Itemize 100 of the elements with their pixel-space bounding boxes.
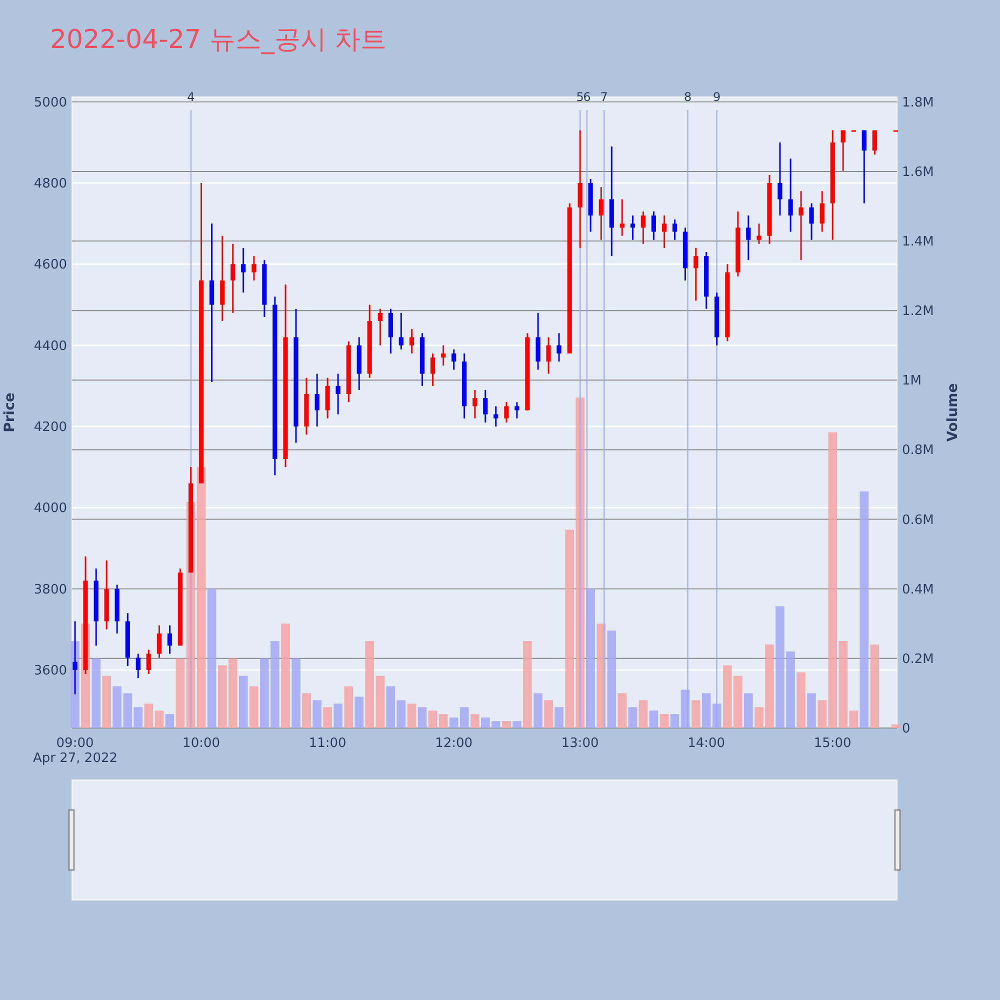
y-tick-label: 3600: [34, 663, 67, 678]
bar: [649, 710, 658, 728]
bar: [354, 696, 364, 728]
y2-tick-label: 0.6M: [902, 512, 934, 528]
bar: [702, 693, 711, 728]
candlestick: [230, 243, 236, 314]
bar: [534, 693, 542, 728]
annotation: 7: [600, 90, 608, 104]
candlestick: [472, 389, 478, 420]
candlestick: [788, 158, 793, 232]
candlestick: [441, 344, 446, 366]
candlestick: [872, 130, 877, 156]
bar: [376, 676, 385, 728]
candlestick: [483, 389, 488, 424]
bar: [502, 721, 511, 728]
y-tick-label: 3800: [34, 582, 67, 598]
y2-axis-title: Volume: [945, 383, 961, 442]
bar: [92, 658, 101, 728]
y2-tick-label: 0: [902, 722, 910, 736]
candlestick: [862, 130, 866, 204]
candlestick: [146, 648, 151, 675]
bar: [292, 658, 300, 728]
y-tick-label: 4800: [34, 176, 67, 192]
y-tick-label: 4600: [34, 258, 67, 273]
bar: [660, 714, 669, 728]
candlestick: [504, 401, 509, 424]
bar: [396, 700, 406, 728]
chart-title: 2022-04-27 뉴스_공시 차트: [50, 25, 387, 55]
bar: [460, 707, 469, 728]
bar: [238, 676, 248, 728]
y2-tick-label: 1.4M: [902, 234, 934, 250]
bar: [512, 721, 522, 728]
bar: [134, 707, 143, 728]
candlestick: [136, 652, 140, 679]
bar: [523, 641, 532, 728]
y-axis-title: Price: [2, 392, 18, 432]
candlestick: [778, 142, 782, 216]
bar: [112, 686, 122, 728]
candlestick: [167, 624, 172, 654]
bar: [281, 624, 290, 728]
y2-tick-label: 0.2M: [902, 652, 934, 667]
y2-tick-label: 0.8M: [902, 443, 934, 458]
candlestick: [452, 348, 456, 370]
x-tick-label: 09:00: [56, 736, 94, 751]
candlestick: [336, 372, 340, 416]
x-tick-label: 14:00: [688, 736, 726, 751]
bar: [638, 700, 648, 728]
bar: [250, 686, 258, 728]
candlestick: [514, 401, 520, 420]
bar: [807, 693, 816, 728]
text: Apr 27, 2022: [33, 751, 118, 766]
annotation: 8: [684, 90, 692, 104]
candlestick: [252, 255, 256, 282]
candlestick: [409, 328, 414, 354]
candlestick: [598, 186, 604, 241]
bar: [628, 707, 638, 728]
candlestick: [546, 336, 551, 374]
annotation: 5: [576, 90, 584, 104]
bar: [618, 693, 627, 728]
x-tick-label: 11:00: [308, 736, 346, 751]
candlestick: [809, 202, 814, 241]
bar: [470, 714, 480, 728]
y2-tick-label: 1.2M: [902, 304, 934, 320]
candlestick: [746, 214, 751, 261]
x-tick-label: 13:00: [561, 736, 599, 751]
bar: [554, 707, 564, 728]
bar: [386, 686, 396, 728]
bar: [365, 641, 374, 728]
candlestick: [72, 620, 78, 696]
bar: [344, 686, 354, 728]
bar: [438, 714, 448, 728]
bar: [144, 704, 154, 728]
bar: [744, 693, 753, 728]
bar: [207, 588, 216, 728]
candlestick: [156, 624, 162, 659]
annotation: 6: [583, 90, 591, 104]
x-tick-label: 12:00: [435, 736, 473, 751]
bar: [670, 714, 680, 728]
y-tick-label: 4400: [34, 338, 67, 354]
bar: [123, 693, 132, 728]
candlestick: [241, 247, 246, 294]
bar: [302, 693, 311, 728]
candlestick: [840, 130, 846, 172]
y2-tick-label: 1.8M: [902, 95, 934, 110]
candlestick: [630, 214, 636, 241]
bar: [607, 630, 616, 728]
y2-tick-label: 1.6M: [902, 164, 934, 180]
bar: [334, 704, 342, 728]
bar: [312, 700, 322, 728]
bar: [154, 710, 164, 728]
x-tick-label: 10:00: [182, 736, 220, 751]
candlestick: [620, 198, 624, 237]
y2-tick-label: 0.4M: [902, 582, 934, 598]
candlestick: [694, 247, 698, 302]
bar: [544, 700, 553, 728]
y-tick-label: 4000: [34, 501, 67, 516]
candlestick: [398, 312, 404, 350]
bar: [102, 676, 111, 728]
bar: [849, 710, 858, 728]
bar: [449, 718, 458, 728]
